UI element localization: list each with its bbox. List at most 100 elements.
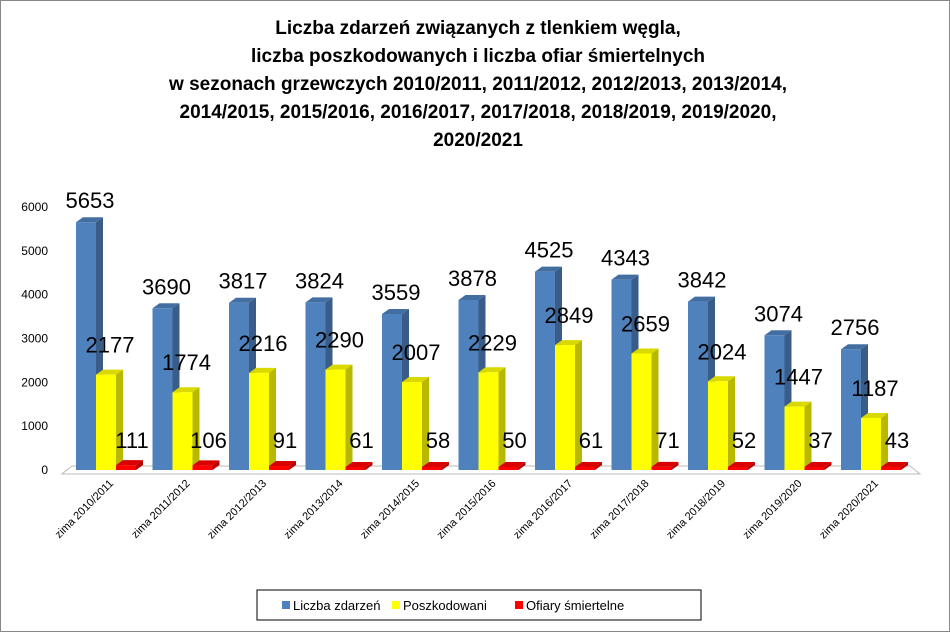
y-tick-label: 2000 [21,375,48,389]
x-tick-label: zima 2014/2015 [358,478,422,542]
bar-front [305,302,326,470]
bar-top [478,367,506,373]
legend-label: Poszkodowani [403,598,487,613]
data-label: 2177 [86,333,135,358]
bar-front [325,369,346,470]
legend-label: Ofiary śmiertelne [526,598,624,613]
title-line-2: liczba poszkodowanych i liczba ofiar śmi… [251,46,705,67]
bar-injured [96,369,123,470]
x-tick-label: zima 2016/2017 [511,478,575,542]
bar-top [458,295,486,301]
bar-side [269,367,276,470]
bar-front [152,308,173,470]
bar-front [841,349,861,470]
bar-top [325,364,353,370]
bar-top [269,461,296,467]
bar-fatalities [269,461,296,470]
bar-side [575,340,582,470]
bar-front [76,222,96,470]
bar-front [804,467,825,470]
data-label: 43 [885,428,909,453]
data-label: 3817 [219,269,268,294]
x-tick-label: zima 2011/2012 [129,478,192,541]
bar-top [688,296,715,302]
legend-box [256,589,702,621]
bar-front [708,381,728,470]
bar-side [442,462,449,470]
bar-top [708,376,735,382]
bar-top [611,274,639,280]
bar-side [136,460,143,470]
title-line-4: 2014/2015, 2015/2016, 2016/2017, 2017/20… [180,102,777,123]
bar-side [212,460,220,470]
y-tick-label: 4000 [21,288,48,302]
bar-top [651,461,679,467]
bar-front [575,467,595,470]
data-label: 1447 [774,365,823,390]
data-label: 4343 [601,246,650,271]
bar-front [402,382,422,470]
title-line-5: 2020/2021 [433,130,523,151]
bar-top [861,412,888,418]
x-tick-label: zima 2012/2013 [205,478,269,542]
y-tick-label: 6000 [21,200,48,214]
bar-fatalities [804,462,832,470]
y-tick-label: 1000 [21,419,48,433]
bar-top [784,401,812,407]
bar-front [728,467,748,470]
data-label: 2659 [621,311,670,336]
data-label: 2756 [831,315,880,340]
bar-top [192,460,220,466]
bar-top [764,330,792,336]
data-label: 5653 [66,188,115,213]
bar-front [555,345,575,470]
bar-top [305,297,333,303]
data-label: 2290 [315,328,364,353]
data-label: 3074 [754,301,803,326]
bar-front [229,302,249,470]
bar-side [748,462,755,470]
data-label: 91 [273,428,297,453]
data-label: 61 [579,428,603,453]
bar-side [728,376,735,470]
bar-top [422,462,449,467]
bar-side [192,387,200,470]
bar-top [804,462,832,467]
bar-side [595,462,602,470]
bar-top [382,308,409,314]
bar-top [229,297,256,303]
x-tick-label: zima 2018/2019 [664,478,728,542]
bar-side [804,401,812,470]
bar-top [631,348,659,354]
bar-fatalities [498,462,526,470]
bar-fatalities [192,460,220,470]
bar-top [249,367,276,373]
bar-top [116,460,143,466]
bar-top [402,377,429,383]
bar-top [172,387,200,393]
data-label: 106 [190,428,227,453]
bar-front [382,313,402,470]
bar-front [764,335,785,470]
bar-side [901,462,908,470]
bar-front [784,406,805,470]
bar-injured [555,340,582,470]
bar-front [269,466,289,470]
data-label: 3690 [142,274,191,299]
legend-swatch [515,601,523,609]
bar-front [458,300,479,470]
y-tick-label: 3000 [21,332,48,346]
bar-injured [784,401,812,470]
bar-top [96,369,123,375]
bar-front [478,372,499,470]
bar-front [881,467,901,470]
bar-fatalities [422,462,449,470]
bar-injured [249,367,276,470]
x-tick-label: zima 2013/2014 [282,478,346,542]
data-label: 37 [808,428,832,453]
bar-front [861,417,881,470]
data-label: 61 [349,428,373,453]
bar-front [249,372,269,470]
bar-top [535,266,562,272]
legend-swatch [392,601,400,609]
